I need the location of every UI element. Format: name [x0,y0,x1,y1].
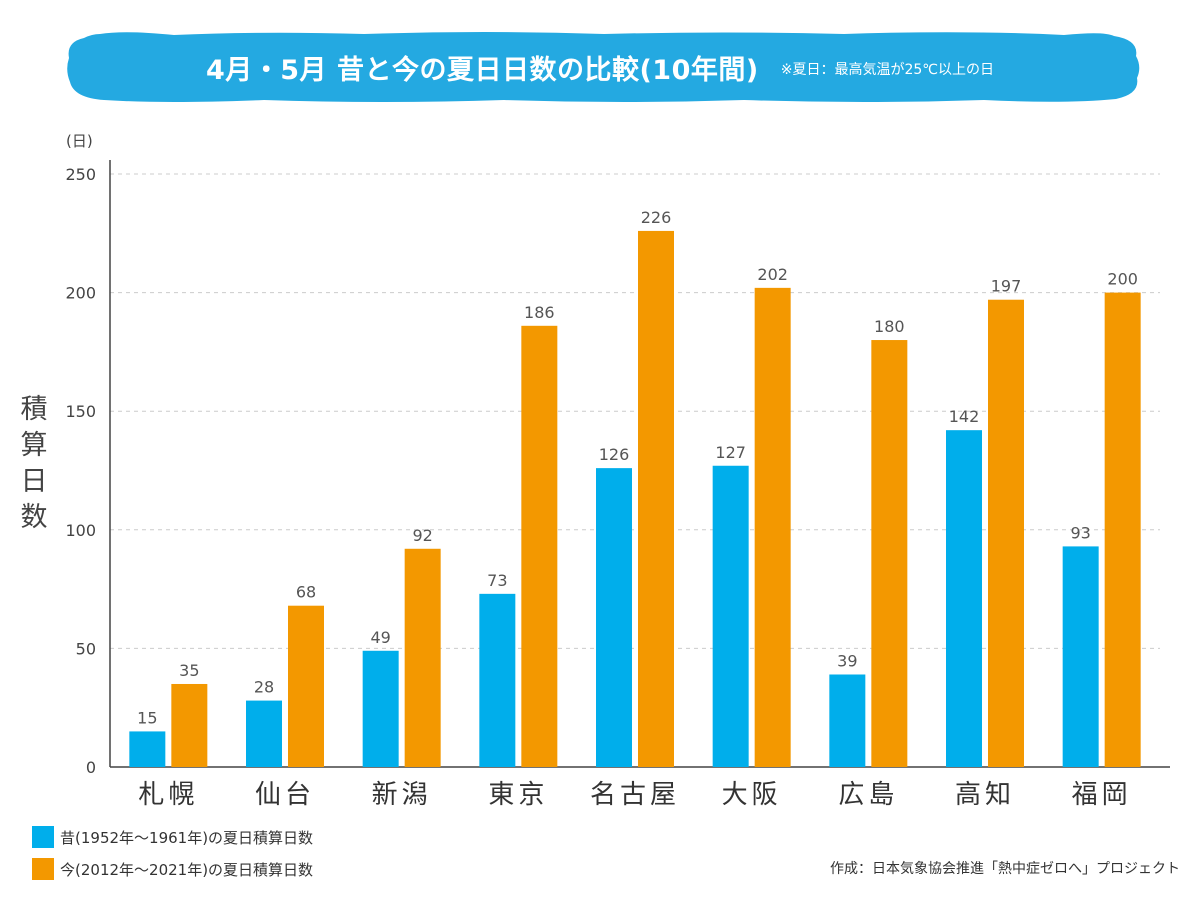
bar-past [829,674,866,767]
data-label-past: 39 [837,651,857,670]
credit-text: 作成：日本気象協会推進「熱中症ゼロへ」プロジェクト [830,861,1180,877]
data-label-past: 127 [715,443,746,462]
bar-present [288,605,324,767]
data-label-present: 92 [412,526,432,545]
data-label-present: 226 [641,208,672,227]
data-label-past: 126 [599,445,630,464]
y-tick-label: 50 [76,639,96,658]
bar-past [129,731,166,767]
bar-past [596,468,632,767]
title-banner-shape [67,32,1140,102]
chart-title-note: ※夏日：最高気温が25℃以上の日 [780,62,994,78]
bar-present [638,230,674,768]
data-label-present: 180 [874,317,905,336]
legend-item-present: 今(2012年〜2021年)の夏日積算日数 [32,858,313,880]
x-tick-label: 高知 [955,780,1015,810]
bar-present [171,683,208,767]
y-axis-title: 積算日数 [16,392,52,536]
bar-present [404,548,441,767]
bar-past [1062,546,1099,767]
title-banner [67,32,1140,102]
y-tick-label: 100 [65,521,96,540]
x-tick-label: 広島 [838,780,898,810]
data-label-present: 200 [1107,270,1138,289]
bar-present [1104,292,1141,767]
x-tick-label: 東京 [488,780,548,810]
y-axis-title-char: 日 [20,466,48,497]
bar-present [871,340,908,767]
data-label-past: 73 [487,571,507,590]
data-label-past: 49 [370,628,390,647]
legend-item-past: 昔(1952年〜1961年)の夏日積算日数 [32,826,313,848]
bar-past [712,465,749,767]
legend-label-past: 昔(1952年〜1961年)の夏日積算日数 [60,828,314,847]
x-tick-label: 大阪 [722,780,782,810]
bar-past [362,650,399,767]
x-tick-label: 札幌 [138,780,198,810]
bar-present [521,325,558,767]
x-tick-label: 福岡 [1072,780,1132,810]
bar-past [246,700,282,767]
legend-swatch-past [32,826,54,848]
y-tick-label: 150 [65,402,96,421]
y-axis-title-char: 算 [20,430,48,461]
x-tick-label: 名古屋 [590,780,680,810]
data-label-present: 68 [296,583,316,602]
data-label-present: 202 [757,265,788,284]
y-tick-label: 200 [65,284,96,303]
y-axis-unit-label: (日) [66,132,93,150]
legend-label-present: 今(2012年〜2021年)の夏日積算日数 [60,860,314,879]
bar-present [988,299,1024,767]
x-tick-label: 新潟 [372,780,432,810]
data-label-present: 35 [179,661,199,680]
data-label-past: 93 [1070,523,1090,542]
y-axis-title-char: 積 [20,394,48,425]
data-label-past: 28 [254,678,274,697]
chart-title: 4月・5月 昔と今の夏日日数の比較(10年間) [205,54,759,86]
data-label-present: 186 [524,303,555,322]
title-text: 4月・5月 昔と今の夏日日数の比較(10年間) ※夏日：最高気温が25℃以上の日 [0,30,1200,104]
data-label-past: 15 [137,708,157,727]
y-tick-label: 0 [86,758,96,777]
y-tick-label: 250 [65,165,96,184]
data-label-present: 197 [991,277,1022,296]
x-tick-label: 仙台 [255,780,315,810]
legend-swatch-present [32,858,54,880]
data-label-past: 142 [949,407,980,426]
bar-past [479,593,516,767]
y-axis-title-char: 数 [20,502,48,533]
bar-past [946,430,982,767]
bar-present [754,287,791,767]
